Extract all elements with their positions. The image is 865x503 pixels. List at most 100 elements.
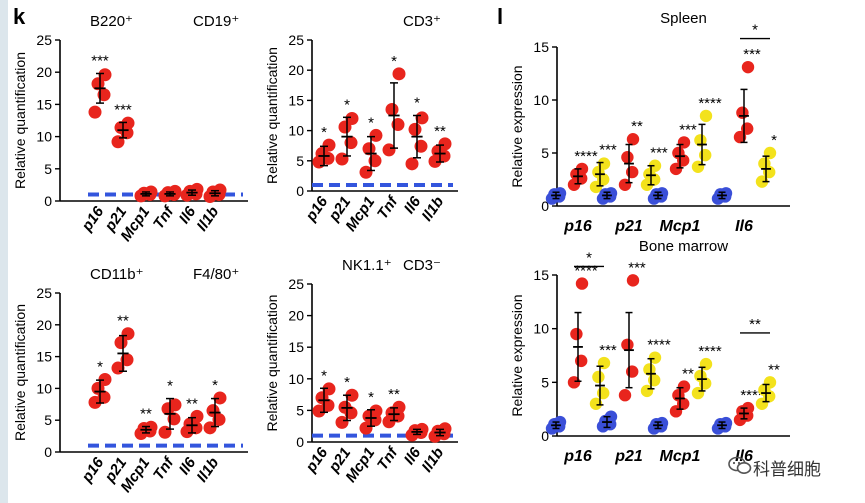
significance-label: **	[388, 386, 400, 403]
data-point-red	[618, 389, 632, 402]
significance-label: ***	[599, 142, 617, 159]
y-axis-title: Relative expression	[509, 294, 525, 416]
x-tick-label: p21	[614, 448, 643, 465]
data-point	[88, 105, 102, 119]
data-point-red	[677, 380, 691, 393]
significance-label: **	[117, 313, 129, 330]
data-point	[415, 111, 429, 125]
y-tick-label: 0	[541, 198, 549, 214]
data-point-red	[575, 354, 588, 368]
data-point	[362, 142, 376, 156]
significance-label: *	[368, 389, 374, 406]
data-point-blue	[655, 416, 669, 430]
data-point-yellow	[691, 386, 705, 400]
significance-label: *	[368, 114, 374, 131]
data-point-yellow	[640, 384, 654, 398]
data-point	[359, 165, 373, 179]
data-point-yellow	[648, 351, 662, 364]
data-point-red	[621, 338, 634, 351]
x-tick-label: p21	[614, 218, 643, 235]
data-point-red	[626, 365, 639, 378]
data-point	[392, 400, 406, 414]
data-point-yellow	[648, 159, 662, 172]
y-tick-label: 15	[533, 267, 549, 283]
y-tick-label: 10	[533, 321, 549, 337]
significance-label: *	[167, 378, 173, 395]
data-point-yellow	[643, 363, 656, 376]
x-tick-label: p16	[563, 448, 592, 465]
data-point-yellow	[694, 134, 707, 147]
data-point-red	[672, 146, 685, 160]
data-point-blue	[719, 187, 733, 200]
data-point-yellow	[592, 370, 605, 384]
data-point-red	[570, 327, 583, 341]
data-point	[345, 112, 359, 126]
data-point-yellow	[691, 160, 705, 173]
data-point-yellow	[648, 373, 661, 387]
significance-label: ***	[679, 121, 697, 138]
y-tick-label: 5	[296, 153, 304, 169]
significance-label: ***	[114, 101, 132, 118]
bracket-label: *	[586, 249, 592, 266]
significance-label: ***	[628, 259, 646, 276]
significance-label: *	[344, 96, 350, 113]
data-point	[335, 415, 349, 429]
y-tick-label: 25	[288, 276, 304, 292]
chart-title-right: CD19⁺	[193, 13, 239, 30]
x-tick-label: Mcp1	[660, 448, 701, 465]
data-point-red	[733, 130, 747, 144]
data-point-red	[626, 274, 640, 287]
y-tick-label: 15	[36, 349, 52, 365]
x-tick-label: Mcp1	[660, 218, 701, 235]
data-point	[206, 404, 220, 418]
data-point	[408, 122, 422, 136]
panel-label-l: l	[497, 4, 503, 29]
y-tick-label: 25	[288, 32, 304, 48]
data-point-yellow	[699, 148, 712, 162]
y-tick-label: 15	[533, 39, 549, 55]
chart-title: Bone marrow	[639, 238, 728, 255]
significance-label: **	[631, 118, 643, 135]
data-point-yellow	[699, 109, 713, 123]
significance-label: *	[344, 374, 350, 391]
data-point	[322, 138, 336, 152]
significance-label: *	[414, 95, 420, 112]
panel-label-k: k	[13, 4, 26, 29]
data-point	[369, 404, 383, 418]
wechat-icon	[728, 456, 752, 474]
y-tick-label: 10	[36, 129, 52, 145]
significance-label: **	[682, 366, 694, 383]
y-tick-label: 10	[288, 371, 304, 387]
data-point-blue	[719, 416, 733, 430]
significance-label: *	[321, 124, 327, 141]
data-point-red	[575, 277, 589, 290]
data-point-red	[567, 376, 581, 389]
chart-title-right: F4/80⁺	[193, 266, 239, 283]
y-tick-label: 0	[44, 193, 52, 209]
data-point	[98, 68, 112, 82]
y-axis-title: Relative expression	[509, 65, 525, 187]
data-point-yellow	[597, 386, 610, 400]
data-point-red	[626, 165, 639, 179]
chart-title: Spleen	[660, 10, 707, 27]
data-point	[438, 137, 452, 151]
significance-label: ***	[599, 342, 617, 359]
y-tick-label: 5	[44, 412, 52, 428]
data-point-red	[741, 122, 754, 135]
data-point-red	[575, 162, 589, 176]
y-tick-label: 5	[44, 161, 52, 177]
data-point	[203, 421, 217, 435]
y-tick-label: 0	[44, 444, 52, 460]
data-point-blue	[604, 187, 618, 200]
x-tick-label: p16	[563, 218, 592, 235]
y-tick-label: 25	[36, 285, 52, 301]
data-point	[359, 421, 373, 435]
significance-label: ***	[650, 145, 668, 162]
chart-1: 0 5 10 15 20 25 Relative quantification B220⁺ CD…	[12, 13, 248, 245]
y-tick-label: 10	[533, 92, 549, 108]
data-point-blue	[553, 187, 567, 200]
y-tick-label: 5	[541, 145, 549, 161]
data-point	[98, 372, 112, 386]
